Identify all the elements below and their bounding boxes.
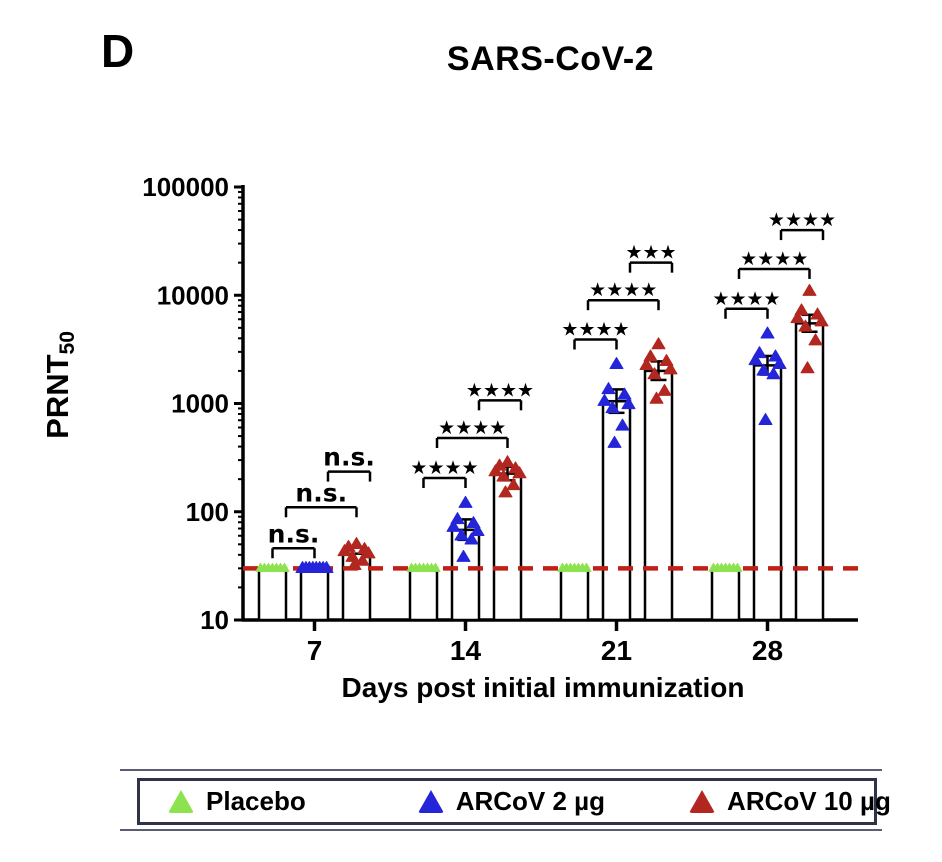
placebo-triangle-icon — [168, 790, 194, 813]
y-tick-label: 10000 — [157, 280, 229, 310]
significance-stars: ★★★★ — [740, 248, 808, 270]
arcov-10ug-triangle-icon — [689, 790, 716, 813]
legend-label-arcov-10ug: ARCoV 10 µg — [727, 786, 891, 816]
x-axis-title: Days post initial immunization — [341, 672, 745, 703]
panel-label: D — [101, 25, 135, 77]
legend-top-rule — [120, 769, 882, 771]
data-points — [255, 283, 829, 574]
y-tick-label: 1000 — [171, 389, 229, 419]
bar-ARCoV 2 µg-day7 — [299, 567, 330, 622]
significance-stars: ★★★★ — [768, 209, 836, 231]
x-tick-label: 14 — [450, 635, 482, 666]
bar-ARCoV 10 µg-day21 — [643, 369, 674, 622]
significance-stars: ★★★ — [625, 242, 676, 264]
legend: Placebo ARCoV 2 µg ARCoV 10 µg — [137, 778, 891, 825]
legend-bottom-rule — [120, 829, 882, 831]
x-tick-label: 7 — [307, 635, 323, 666]
significance-stars: ★★★★ — [561, 319, 629, 341]
significance-stars: ★★★★ — [589, 279, 657, 301]
y-tick-label: 100 — [186, 497, 229, 527]
x-tick-label: 21 — [601, 635, 632, 666]
x-tick-label: 28 — [752, 635, 783, 666]
legend-label-arcov-2ug: ARCoV 2 µg — [455, 786, 606, 816]
legend-label-placebo: Placebo — [206, 786, 306, 816]
significance-ns-label: n.s. — [295, 478, 347, 507]
bar-Placebo-day14 — [408, 567, 439, 622]
bar-ARCoV 2 µg-day28 — [752, 364, 783, 622]
bar-ARCoV 10 µg-day14 — [492, 472, 523, 622]
bar-Placebo-day7 — [257, 567, 288, 622]
significance-ns-label: n.s. — [268, 519, 320, 548]
prnt50-chart: 10 100 1000 10000 100000 7 14 21 28 n.s. n.s. n.s. ★… — [142, 172, 858, 666]
significance-stars: ★★★★ — [712, 288, 780, 310]
legend-item-arcov-10ug: ARCoV 10 µg — [689, 786, 891, 817]
y-tick-label: 10 — [200, 605, 229, 635]
bar-Placebo-day28 — [710, 567, 741, 622]
significance-ns-label: n.s. — [323, 443, 375, 472]
significance-stars: ★★★★ — [438, 417, 506, 439]
bar-ARCoV 2 µg-day14 — [450, 528, 481, 622]
y-tick-label: 100000 — [142, 172, 229, 202]
significance-stars: ★★★★ — [466, 379, 534, 401]
bar-ARCoV 2 µg-day21 — [601, 399, 632, 622]
bar-Placebo-day21 — [559, 567, 590, 622]
chart-title: SARS-CoV-2 — [446, 40, 655, 78]
significance-brackets: n.s.n.s.n.s. ★★★★★★★★★★★★★★★★★★★★★★★★★★★★… — [268, 209, 836, 559]
significance-stars: ★★★★ — [410, 457, 478, 479]
legend-item-arcov-2ug: ARCoV 2 µg — [417, 786, 606, 817]
legend-item-placebo: Placebo — [168, 786, 306, 817]
arcov-2ug-triangle-icon — [417, 790, 444, 813]
